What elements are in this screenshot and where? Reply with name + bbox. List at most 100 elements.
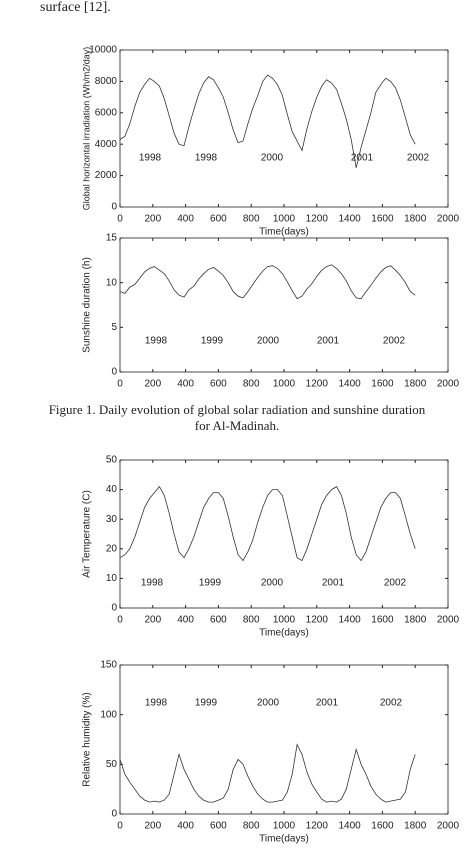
x-tick-label: 200 xyxy=(144,615,161,626)
x-tick-label: 0 xyxy=(117,615,123,626)
y-tick-label: 0 xyxy=(111,809,117,820)
year-annotation: 2002 xyxy=(384,578,407,589)
x-tick-label: 200 xyxy=(144,379,161,390)
year-annotation: 1998 xyxy=(195,153,218,164)
x-axis-label: Time(days) xyxy=(259,834,309,845)
year-annotation: 2001 xyxy=(351,153,374,164)
y-axis-label: Sunshine duration (h) xyxy=(82,257,93,353)
y-tick-label: 40 xyxy=(106,484,118,495)
x-tick-label: 2000 xyxy=(437,379,460,390)
x-tick-label: 1800 xyxy=(404,214,427,225)
data-line xyxy=(119,264,416,300)
x-tick-label: 600 xyxy=(210,821,227,832)
y-tick-label: 10 xyxy=(106,573,118,584)
plot-frame xyxy=(119,49,449,208)
x-tick-label: 1000 xyxy=(273,821,296,832)
x-tick-label: 200 xyxy=(144,214,161,225)
y-tick-label: 8000 xyxy=(95,76,118,87)
x-tick-label: 400 xyxy=(177,379,194,390)
y-axis-label: Air Temperature (C) xyxy=(82,490,93,578)
y-axis-label: Relative humidity (%) xyxy=(82,692,93,786)
plot-frame xyxy=(119,664,449,815)
x-tick-label: 400 xyxy=(177,214,194,225)
x-tick-label: 1800 xyxy=(404,379,427,390)
year-annotation: 1999 xyxy=(201,336,224,347)
year-annotation: 2001 xyxy=(317,336,340,347)
x-tick-label: 1600 xyxy=(371,379,394,390)
year-annotation: 2000 xyxy=(257,336,280,347)
y-axis-label: Global horizontal irradiation (Wh/m2/day… xyxy=(81,47,91,211)
y-tick-label: 0 xyxy=(111,367,117,378)
y-tick-label: 10000 xyxy=(89,45,117,56)
x-tick-label: 1400 xyxy=(338,379,361,390)
data-line xyxy=(119,74,416,168)
year-annotation: 1998 xyxy=(145,698,168,709)
data-line xyxy=(119,485,416,562)
x-tick-label: 1600 xyxy=(371,214,394,225)
y-tick-label: 50 xyxy=(106,455,118,466)
y-tick-label: 0 xyxy=(111,202,117,213)
x-tick-label: 1400 xyxy=(338,214,361,225)
y-tick-label: 0 xyxy=(111,603,117,614)
x-tick-label: 2000 xyxy=(437,214,460,225)
data-line xyxy=(119,743,416,803)
y-tick-label: 4000 xyxy=(95,139,118,150)
y-tick-label: 5 xyxy=(111,322,117,333)
caption-line: for Al-Madinah. xyxy=(195,418,279,433)
x-tick-label: 1200 xyxy=(306,615,329,626)
x-tick-label: 800 xyxy=(243,214,260,225)
x-tick-label: 1400 xyxy=(338,821,361,832)
x-tick-label: 600 xyxy=(210,379,227,390)
x-tick-label: 0 xyxy=(117,214,123,225)
year-annotation: 2001 xyxy=(322,578,345,589)
x-axis-label: Time(days) xyxy=(259,227,309,238)
x-tick-label: 400 xyxy=(177,821,194,832)
year-annotation: 2002 xyxy=(380,698,403,709)
y-tick-label: 2000 xyxy=(95,170,118,181)
x-tick-label: 1600 xyxy=(371,821,394,832)
x-tick-label: 400 xyxy=(177,615,194,626)
plot-frame xyxy=(119,237,449,373)
x-tick-label: 1600 xyxy=(371,615,394,626)
x-tick-label: 2000 xyxy=(437,821,460,832)
x-tick-label: 1000 xyxy=(273,615,296,626)
header-text: surface [12]. xyxy=(40,0,111,15)
year-annotation: 1998 xyxy=(145,336,168,347)
y-tick-label: 30 xyxy=(106,514,118,525)
x-tick-label: 1400 xyxy=(338,615,361,626)
x-tick-label: 800 xyxy=(243,821,260,832)
y-tick-label: 100 xyxy=(100,709,117,720)
x-tick-label: 1800 xyxy=(404,615,427,626)
x-tick-label: 0 xyxy=(117,379,123,390)
y-tick-label: 10 xyxy=(106,277,118,288)
year-annotation: 2000 xyxy=(261,153,284,164)
year-annotation: 2002 xyxy=(407,153,430,164)
x-tick-label: 600 xyxy=(210,615,227,626)
y-tick-label: 20 xyxy=(106,543,118,554)
x-tick-label: 1200 xyxy=(306,821,329,832)
x-tick-label: 1200 xyxy=(306,379,329,390)
x-tick-label: 800 xyxy=(243,615,260,626)
year-annotation: 1999 xyxy=(199,578,222,589)
x-axis-label: Time(days) xyxy=(259,628,309,639)
x-tick-label: 1200 xyxy=(306,214,329,225)
x-tick-label: 1000 xyxy=(273,379,296,390)
x-tick-label: 1800 xyxy=(404,821,427,832)
year-annotation: 2000 xyxy=(261,578,284,589)
year-annotation: 2000 xyxy=(257,698,280,709)
x-tick-label: 1000 xyxy=(273,214,296,225)
y-tick-label: 50 xyxy=(106,759,118,770)
x-tick-label: 0 xyxy=(117,821,123,832)
x-tick-label: 800 xyxy=(243,379,260,390)
x-tick-label: 2000 xyxy=(437,615,460,626)
year-annotation: 1998 xyxy=(141,578,164,589)
year-annotation: 2002 xyxy=(383,336,406,347)
x-tick-label: 600 xyxy=(210,214,227,225)
x-tick-label: 200 xyxy=(144,821,161,832)
y-tick-label: 15 xyxy=(106,233,118,244)
y-tick-label: 6000 xyxy=(95,107,118,118)
year-annotation: 1998 xyxy=(139,153,162,164)
y-tick-label: 150 xyxy=(100,660,117,671)
